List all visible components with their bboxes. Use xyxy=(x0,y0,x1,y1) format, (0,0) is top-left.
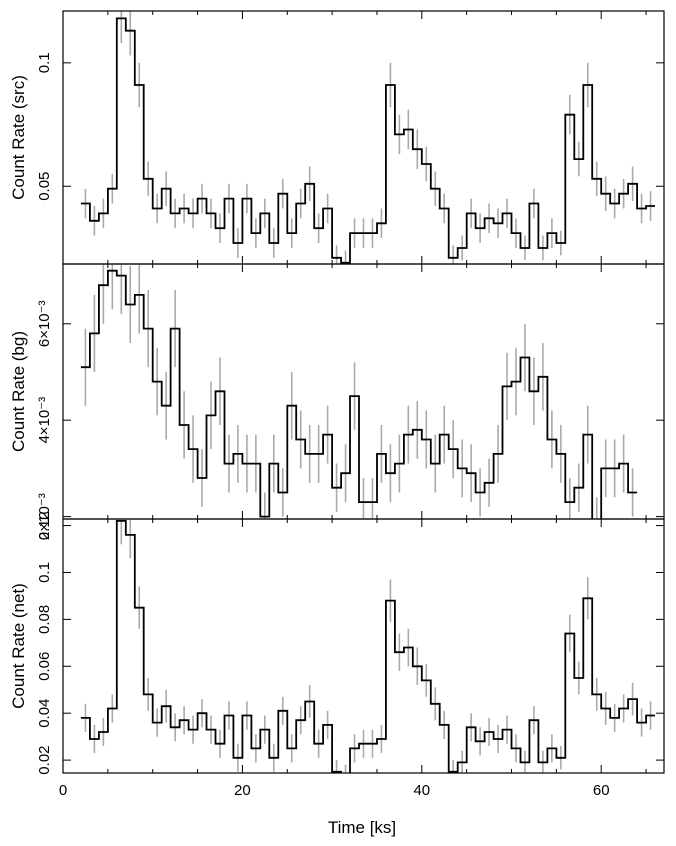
y-axis-label: Count Rate (bg) xyxy=(9,331,28,452)
y-tick-label: 4×10⁻³ xyxy=(36,397,53,444)
y-tick-label: 0.08 xyxy=(36,605,53,634)
series-step-line xyxy=(80,17,655,264)
y-tick-label: 0.1 xyxy=(36,562,53,583)
panel-1: 0.05 0.1 Count Rate (src) xyxy=(9,10,665,265)
plot-area xyxy=(80,519,655,773)
panel-3: 0.02 0.04 0.06 0.08 0.1 0.12 Count Rate (net) xyxy=(9,511,665,775)
y-tick-label: 6×10⁻³ xyxy=(36,300,53,347)
x-tick-label: 0 xyxy=(59,782,67,799)
x-tick-label: 60 xyxy=(593,782,610,799)
y-axis-label: Count Rate (src) xyxy=(9,75,28,200)
series-step-line xyxy=(80,269,638,519)
plot-frame xyxy=(62,518,665,774)
y-tick-label: 2×10⁻³ xyxy=(36,493,53,540)
plot-area xyxy=(80,11,655,264)
panel-2: 2×10⁻³ 4×10⁻³ 6×10⁻³ Count Rate (bg) xyxy=(9,263,665,540)
x-tick-label: 40 xyxy=(413,782,430,799)
y-tick-label: 0.06 xyxy=(36,652,53,681)
y-tick-label: 0.12 xyxy=(36,511,53,540)
y-tick-label: 0.04 xyxy=(36,699,53,728)
plot-area xyxy=(80,264,638,519)
y-tick-label: 0.1 xyxy=(36,52,53,73)
x-tick-label: 20 xyxy=(234,782,251,799)
y-tick-label: 0.02 xyxy=(36,745,53,774)
y-tick-label: 0.05 xyxy=(36,172,53,201)
y-axis-label: Count Rate (net) xyxy=(9,583,28,709)
series-step-line xyxy=(80,520,655,773)
x-axis-label: Time [ks] xyxy=(328,818,396,837)
